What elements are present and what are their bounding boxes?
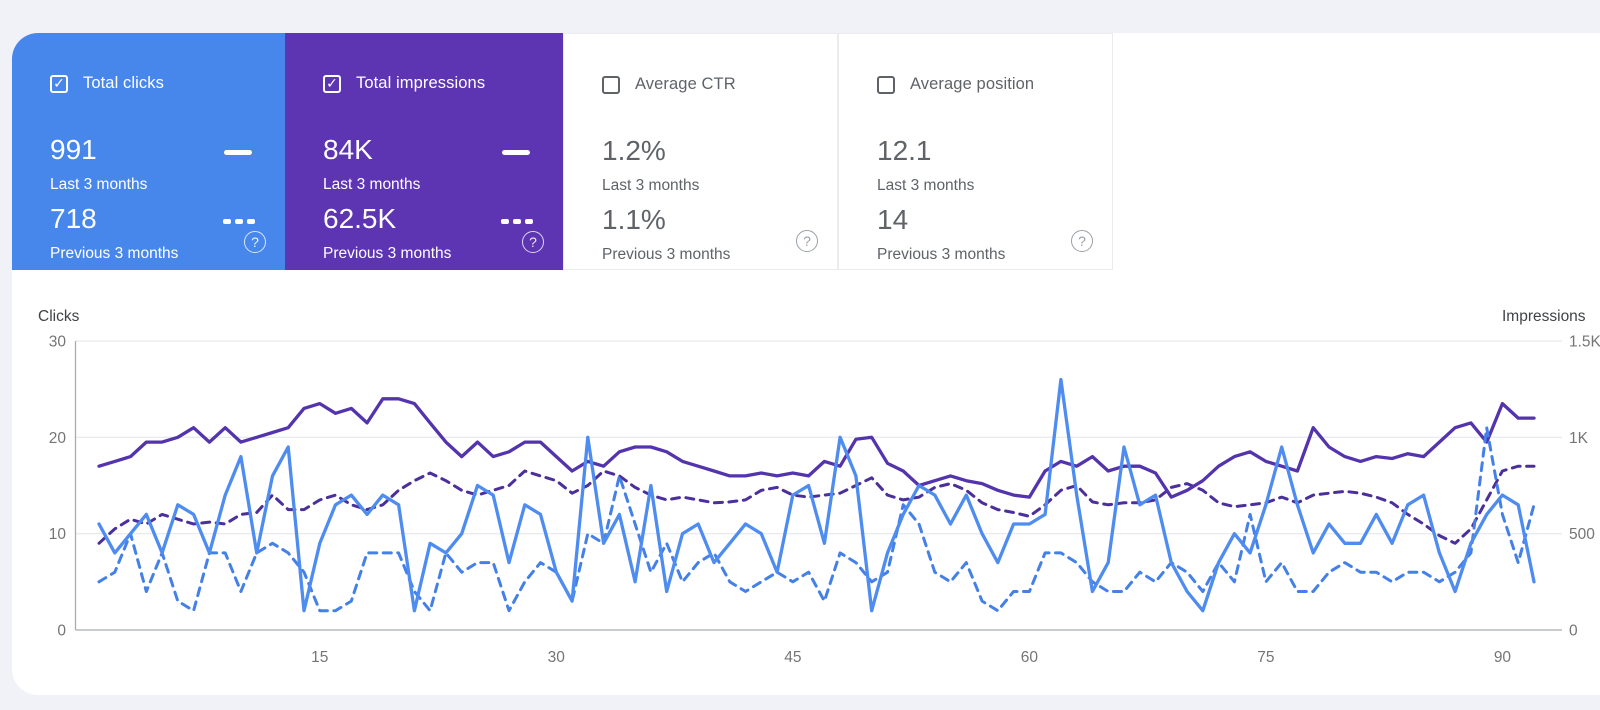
left-axis-tick-label: 0 — [57, 623, 66, 640]
average-position-checkbox-row: Average position — [877, 75, 1034, 94]
average-ctr-checkbox[interactable] — [602, 75, 620, 94]
total-clicks-checkbox-row: ✓ Total clicks — [50, 74, 164, 93]
left-axis-tick-label: 30 — [49, 334, 67, 351]
dashed-line-legend-icon — [497, 219, 533, 224]
total-impressions-current-value: 84K — [323, 134, 373, 165]
help-icon[interactable]: ? — [244, 231, 266, 253]
checkmark-icon: ✓ — [53, 75, 65, 91]
help-icon[interactable]: ? — [796, 230, 818, 252]
total-clicks-checkbox[interactable]: ✓ — [50, 74, 68, 93]
impressions-axis-title: Impressions — [1502, 308, 1586, 325]
right-axis-tick-label: 1K — [1569, 430, 1589, 447]
metric-cards-row: ✓ Total clicks 991 Last 3 months 718 Pre… — [12, 33, 1113, 270]
total-impressions-checkbox-row: ✓ Total impressions — [323, 74, 485, 93]
right-axis-tick-label: 500 — [1569, 526, 1595, 543]
total-impressions-current-caption: Last 3 months — [323, 176, 421, 193]
x-axis-tick-label: 60 — [1021, 649, 1039, 666]
average-position-previous-caption: Previous 3 months — [877, 246, 1006, 263]
total-clicks-previous-value: 718 — [50, 203, 97, 234]
series-line-clicks-previous — [97, 426, 1536, 613]
right-axis-tick-label: 1.5K — [1569, 334, 1600, 351]
help-icon[interactable]: ? — [1071, 230, 1093, 252]
metric-card-average-position[interactable]: Average position 12.1 Last 3 months 14 P… — [838, 33, 1113, 270]
total-impressions-previous-value: 62.5K — [323, 203, 397, 234]
total-impressions-label: Total impressions — [356, 74, 486, 92]
average-ctr-current-caption: Last 3 months — [602, 177, 700, 194]
left-axis-tick-label: 20 — [49, 430, 67, 447]
x-axis-tick-label: 15 — [311, 649, 328, 666]
total-clicks-previous-caption: Previous 3 months — [50, 245, 179, 262]
series-line-impressions-previous — [97, 464, 1536, 545]
x-axis-tick-label: 90 — [1494, 649, 1512, 666]
average-ctr-previous-value: 1.1% — [602, 204, 666, 235]
x-axis-tick-label: 75 — [1257, 649, 1274, 666]
x-axis-tick-label: 45 — [784, 649, 801, 666]
clicks-axis-title: Clicks — [38, 308, 80, 325]
help-icon[interactable]: ? — [522, 231, 544, 253]
average-position-previous-value: 14 — [877, 204, 909, 235]
metric-card-total-impressions[interactable]: ✓ Total impressions 84K Last 3 months 62… — [285, 33, 563, 270]
dashed-line-legend-icon — [219, 219, 255, 224]
average-position-label: Average position — [910, 75, 1035, 93]
average-position-current-value: 12.1 — [877, 135, 932, 166]
total-impressions-previous-caption: Previous 3 months — [323, 245, 452, 262]
series-line-clicks-current — [97, 377, 1536, 613]
average-position-checkbox[interactable] — [877, 75, 895, 94]
total-impressions-checkbox[interactable]: ✓ — [323, 74, 341, 93]
series-line-impressions-current — [97, 397, 1536, 499]
total-clicks-label: Total clicks — [83, 74, 164, 92]
average-ctr-label: Average CTR — [635, 75, 736, 93]
average-ctr-previous-caption: Previous 3 months — [602, 246, 731, 263]
metric-card-average-ctr[interactable]: Average CTR 1.2% Last 3 months 1.1% Prev… — [563, 33, 838, 270]
total-clicks-current-value: 991 — [50, 134, 97, 165]
average-ctr-checkbox-row: Average CTR — [602, 75, 736, 94]
average-position-current-caption: Last 3 months — [877, 177, 975, 194]
average-ctr-current-value: 1.2% — [602, 135, 666, 166]
left-axis-tick-label: 10 — [49, 526, 67, 543]
checkmark-icon: ✓ — [326, 75, 338, 91]
solid-line-legend-icon — [224, 150, 252, 155]
total-clicks-current-caption: Last 3 months — [50, 176, 148, 193]
solid-line-legend-icon — [502, 150, 530, 155]
metric-card-total-clicks[interactable]: ✓ Total clicks 991 Last 3 months 718 Pre… — [12, 33, 285, 270]
x-axis-tick-label: 30 — [548, 649, 566, 666]
right-axis-tick-label: 0 — [1569, 623, 1578, 640]
